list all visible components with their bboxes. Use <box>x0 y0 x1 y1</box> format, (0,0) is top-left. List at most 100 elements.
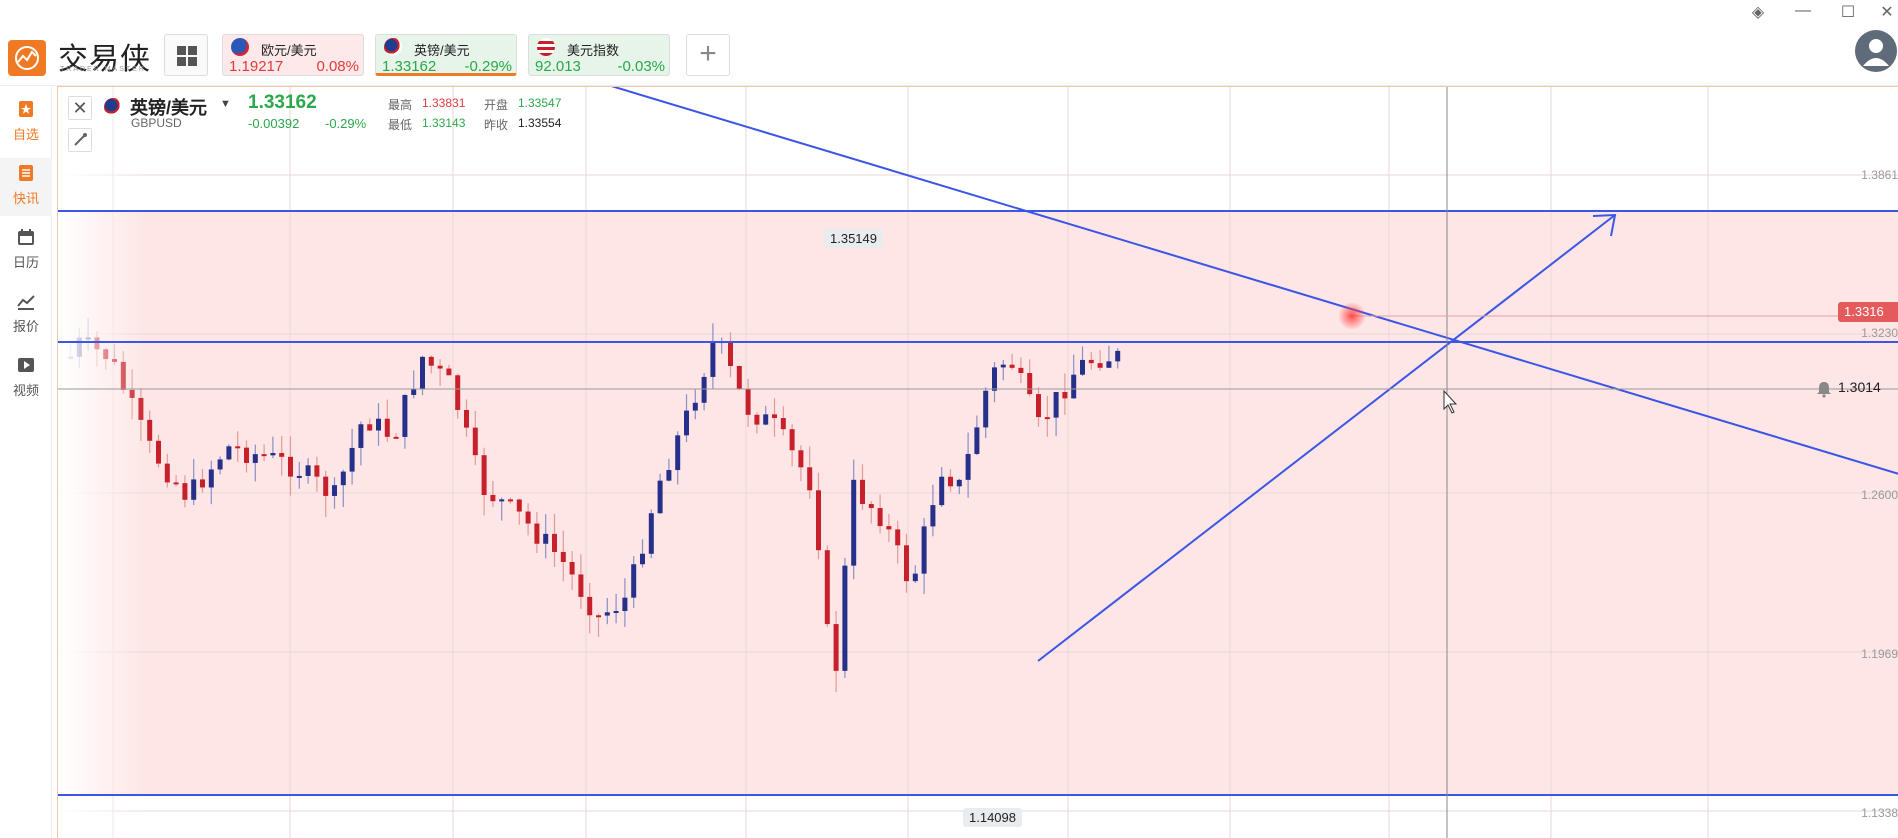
chevron-down-icon[interactable]: ▼ <box>220 98 231 110</box>
maximize-button[interactable]: ☐ <box>1840 4 1856 21</box>
candle-body <box>437 365 443 369</box>
quote-tab-change: -0.29% <box>464 58 512 75</box>
avatar[interactable] <box>1855 30 1897 72</box>
sidebar-item-label: 报价 <box>12 319 39 334</box>
candle-body <box>446 368 452 376</box>
open-value: 1.33547 <box>518 96 562 110</box>
candle-body <box>666 470 672 481</box>
candle-body <box>587 596 593 616</box>
y-axis-tick: 1.3230 <box>1861 326 1898 340</box>
candle-body <box>367 424 373 431</box>
mouse-cursor-icon <box>1443 389 1458 414</box>
candle-body <box>508 499 513 502</box>
sidebar-item-video[interactable]: 视频 <box>0 350 52 408</box>
ascending-trendline[interactable] <box>1037 214 1616 662</box>
chart-panel[interactable] <box>57 86 1898 838</box>
skin-icon[interactable]: ◈ <box>1751 4 1765 21</box>
quote-tab-name: 欧元/美元 <box>261 43 317 58</box>
candle-body <box>1106 361 1112 368</box>
sidebar-item-calendar[interactable]: 日历 <box>0 222 52 280</box>
candle-body <box>780 418 786 430</box>
candle-body <box>420 356 425 389</box>
bell-icon[interactable] <box>1815 380 1833 398</box>
candle-body <box>208 469 214 488</box>
candle-body <box>1044 417 1050 420</box>
arrow-head <box>1592 213 1617 237</box>
current-price-marker: 1.3316 <box>1838 302 1898 322</box>
candle-body <box>948 476 953 487</box>
candle-body <box>1097 363 1103 368</box>
candle-body <box>543 533 549 544</box>
trough-price-label: 1.14098 <box>963 808 1022 827</box>
candle-body <box>640 553 645 565</box>
close-chart-button[interactable]: ✕ <box>68 96 92 120</box>
candle-body <box>613 611 619 614</box>
candle-body <box>772 414 777 419</box>
candle-body <box>657 480 663 514</box>
candle-body <box>560 551 566 563</box>
descending-trendline[interactable] <box>598 87 1898 475</box>
y-axis-tick: 1.3861 <box>1861 168 1898 182</box>
prev-close-label: 昨收 <box>484 118 509 132</box>
quote-tab-price: 1.19217 <box>229 58 284 75</box>
candle-body <box>279 453 285 457</box>
candle-body <box>789 429 795 451</box>
layout-grid-button[interactable] <box>164 34 208 76</box>
candle-body <box>384 418 390 437</box>
sidebar-item-label: 快讯 <box>12 191 39 206</box>
low-value: 1.33143 <box>422 116 466 130</box>
candle-body <box>684 410 689 436</box>
candle-body <box>569 562 575 575</box>
sidebar-item-news[interactable]: 快讯 <box>0 158 52 216</box>
symbol-change: -0.00392 <box>248 116 300 131</box>
logo-subtitle: TRADER MASTER <box>60 66 146 73</box>
candle-body <box>455 375 461 410</box>
calendar-icon <box>18 229 34 245</box>
candle-body <box>983 390 989 428</box>
symbol-price: 1.33162 <box>248 92 317 113</box>
quote-tab-name: 美元指数 <box>567 43 620 58</box>
news-icon <box>19 165 33 181</box>
sidebar-item-label: 视频 <box>12 383 39 398</box>
candle-body <box>261 454 267 457</box>
candle-body <box>305 465 311 476</box>
quote-tab-gbpusd[interactable]: 英镑/美元 1.33162 -0.29% <box>375 34 517 76</box>
pin-icon <box>74 133 87 146</box>
candle-body <box>191 479 197 500</box>
sidebar-item-watchlist[interactable]: 自选 <box>0 94 52 152</box>
candle-body <box>534 523 540 544</box>
live-price-glow <box>1338 302 1366 330</box>
symbol-name[interactable]: 英镑/美元 <box>130 98 208 118</box>
quote-tab-usd-index[interactable]: 美元指数 92.013 -0.03% <box>528 34 670 76</box>
candle-body <box>156 440 161 464</box>
candlestick-chart[interactable] <box>58 87 1898 838</box>
quote-tab-price: 92.013 <box>535 58 581 75</box>
sidebar-item-quotes[interactable]: 报价 <box>0 286 52 344</box>
candle-body <box>692 402 698 411</box>
add-tab-button[interactable]: + <box>686 34 730 76</box>
candle-body <box>376 418 381 431</box>
candle-body <box>868 503 874 509</box>
candle-body <box>851 479 857 566</box>
candle-body <box>217 459 223 470</box>
candle-body <box>912 573 918 582</box>
candle-body <box>464 409 469 428</box>
candle-body <box>824 550 830 625</box>
symbol-code: GBPUSD <box>131 116 182 130</box>
quote-tab-eurusd[interactable]: 欧元/美元 1.19217 0.08% <box>222 34 364 76</box>
candle-body <box>886 526 892 530</box>
quote-tab-change: 0.08% <box>316 58 359 75</box>
candle-body <box>1053 392 1059 418</box>
minimize-button[interactable]: — <box>1795 2 1811 19</box>
candle-body <box>860 479 865 504</box>
candle-body <box>939 476 945 506</box>
close-window-button[interactable]: ✕ <box>1880 4 1894 21</box>
candle-body <box>244 447 249 463</box>
quote-tab-price: 1.33162 <box>382 58 437 75</box>
candle-body <box>393 436 399 439</box>
candle-body <box>930 505 936 527</box>
chart-tools-button[interactable] <box>68 128 92 152</box>
candle-body <box>270 453 276 456</box>
user-icon <box>1863 39 1889 66</box>
candle-body <box>956 479 962 487</box>
